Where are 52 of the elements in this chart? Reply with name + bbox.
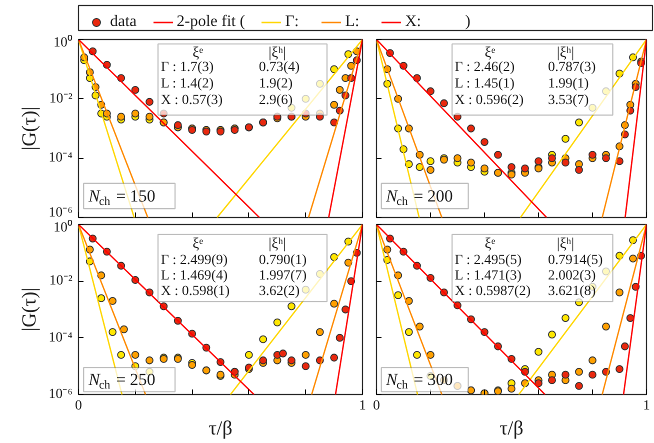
- annotation: 2.002(3): [548, 268, 596, 284]
- legend-label: Γ:: [285, 13, 300, 31]
- x-axis-title: τ/β: [208, 418, 232, 440]
- annotation: 3.621(8): [548, 284, 596, 300]
- annotation: Γ : 2.46(2): [454, 60, 515, 76]
- annotation: X : 0.5987(2): [454, 284, 531, 300]
- y-tick-label: 10⁻²: [49, 274, 73, 289]
- annotation: L : 1.4(2): [160, 76, 214, 92]
- annotation: 0.790(1): [258, 252, 307, 268]
- y-tick-label: 10⁻²: [49, 91, 73, 106]
- legend-label: X:: [405, 13, 422, 31]
- annotation: L : 1.45(1): [454, 76, 515, 92]
- text: 2-pole fit (: [176, 13, 246, 31]
- annotation: 1.9(2): [258, 76, 293, 92]
- annotation: ξᵉ: [192, 236, 204, 252]
- y-axis-title: |G(τ)|: [18, 288, 41, 332]
- y-axis-title: |G(τ)|: [18, 106, 41, 150]
- x-tick-label: 1: [643, 398, 650, 414]
- x-tick-label: 0: [373, 398, 380, 414]
- legend-label: L:: [345, 13, 360, 31]
- annotation: 2.9(6): [258, 92, 293, 108]
- annotation: |ξʰ|: [268, 44, 286, 61]
- legend-label: data: [110, 13, 137, 31]
- annotation: |ξʰ|: [556, 44, 574, 61]
- annotation: Γ : 1.7(3): [160, 60, 214, 76]
- x-tick-label: 0: [75, 398, 82, 414]
- annotation: ξᵉ: [192, 44, 204, 61]
- annotation: |ξʰ|: [268, 236, 286, 252]
- x-tick-label: 1: [359, 398, 366, 414]
- annotation: X : 0.57(3): [160, 92, 224, 108]
- annotation: 1.997(7): [258, 268, 307, 284]
- x-axis-title: τ/β: [500, 418, 524, 440]
- annotation: 1.99(1): [548, 76, 590, 92]
- annotation: L : 1.471(3): [454, 268, 522, 284]
- annotation: |ξʰ|: [556, 236, 574, 252]
- annotation: Γ : 2.495(5): [454, 252, 522, 268]
- y-tick-label: 10⁻⁴: [48, 150, 73, 166]
- annotation: 0.787(3): [548, 60, 596, 76]
- text: ): [465, 13, 472, 31]
- annotation: 0.7914(5): [548, 252, 604, 268]
- annotation: L : 1.469(4): [160, 268, 228, 284]
- y-tick-label: 10⁻⁶: [48, 387, 73, 402]
- annotation: ξᵉ: [484, 236, 496, 252]
- y-tick-label: 10⁻⁶: [48, 206, 73, 220]
- annotation: X : 0.596(2): [454, 92, 524, 108]
- y-tick-label: 10⁻⁴: [48, 330, 73, 346]
- annotation: 0.73(4): [258, 60, 300, 76]
- annotation: ξᵉ: [484, 44, 496, 61]
- annotation: Γ : 2.499(9): [160, 252, 228, 268]
- annotation: 3.53(7): [548, 92, 590, 108]
- annotation: 3.62(2): [258, 284, 300, 300]
- annotation: X : 0.598(1): [160, 284, 230, 300]
